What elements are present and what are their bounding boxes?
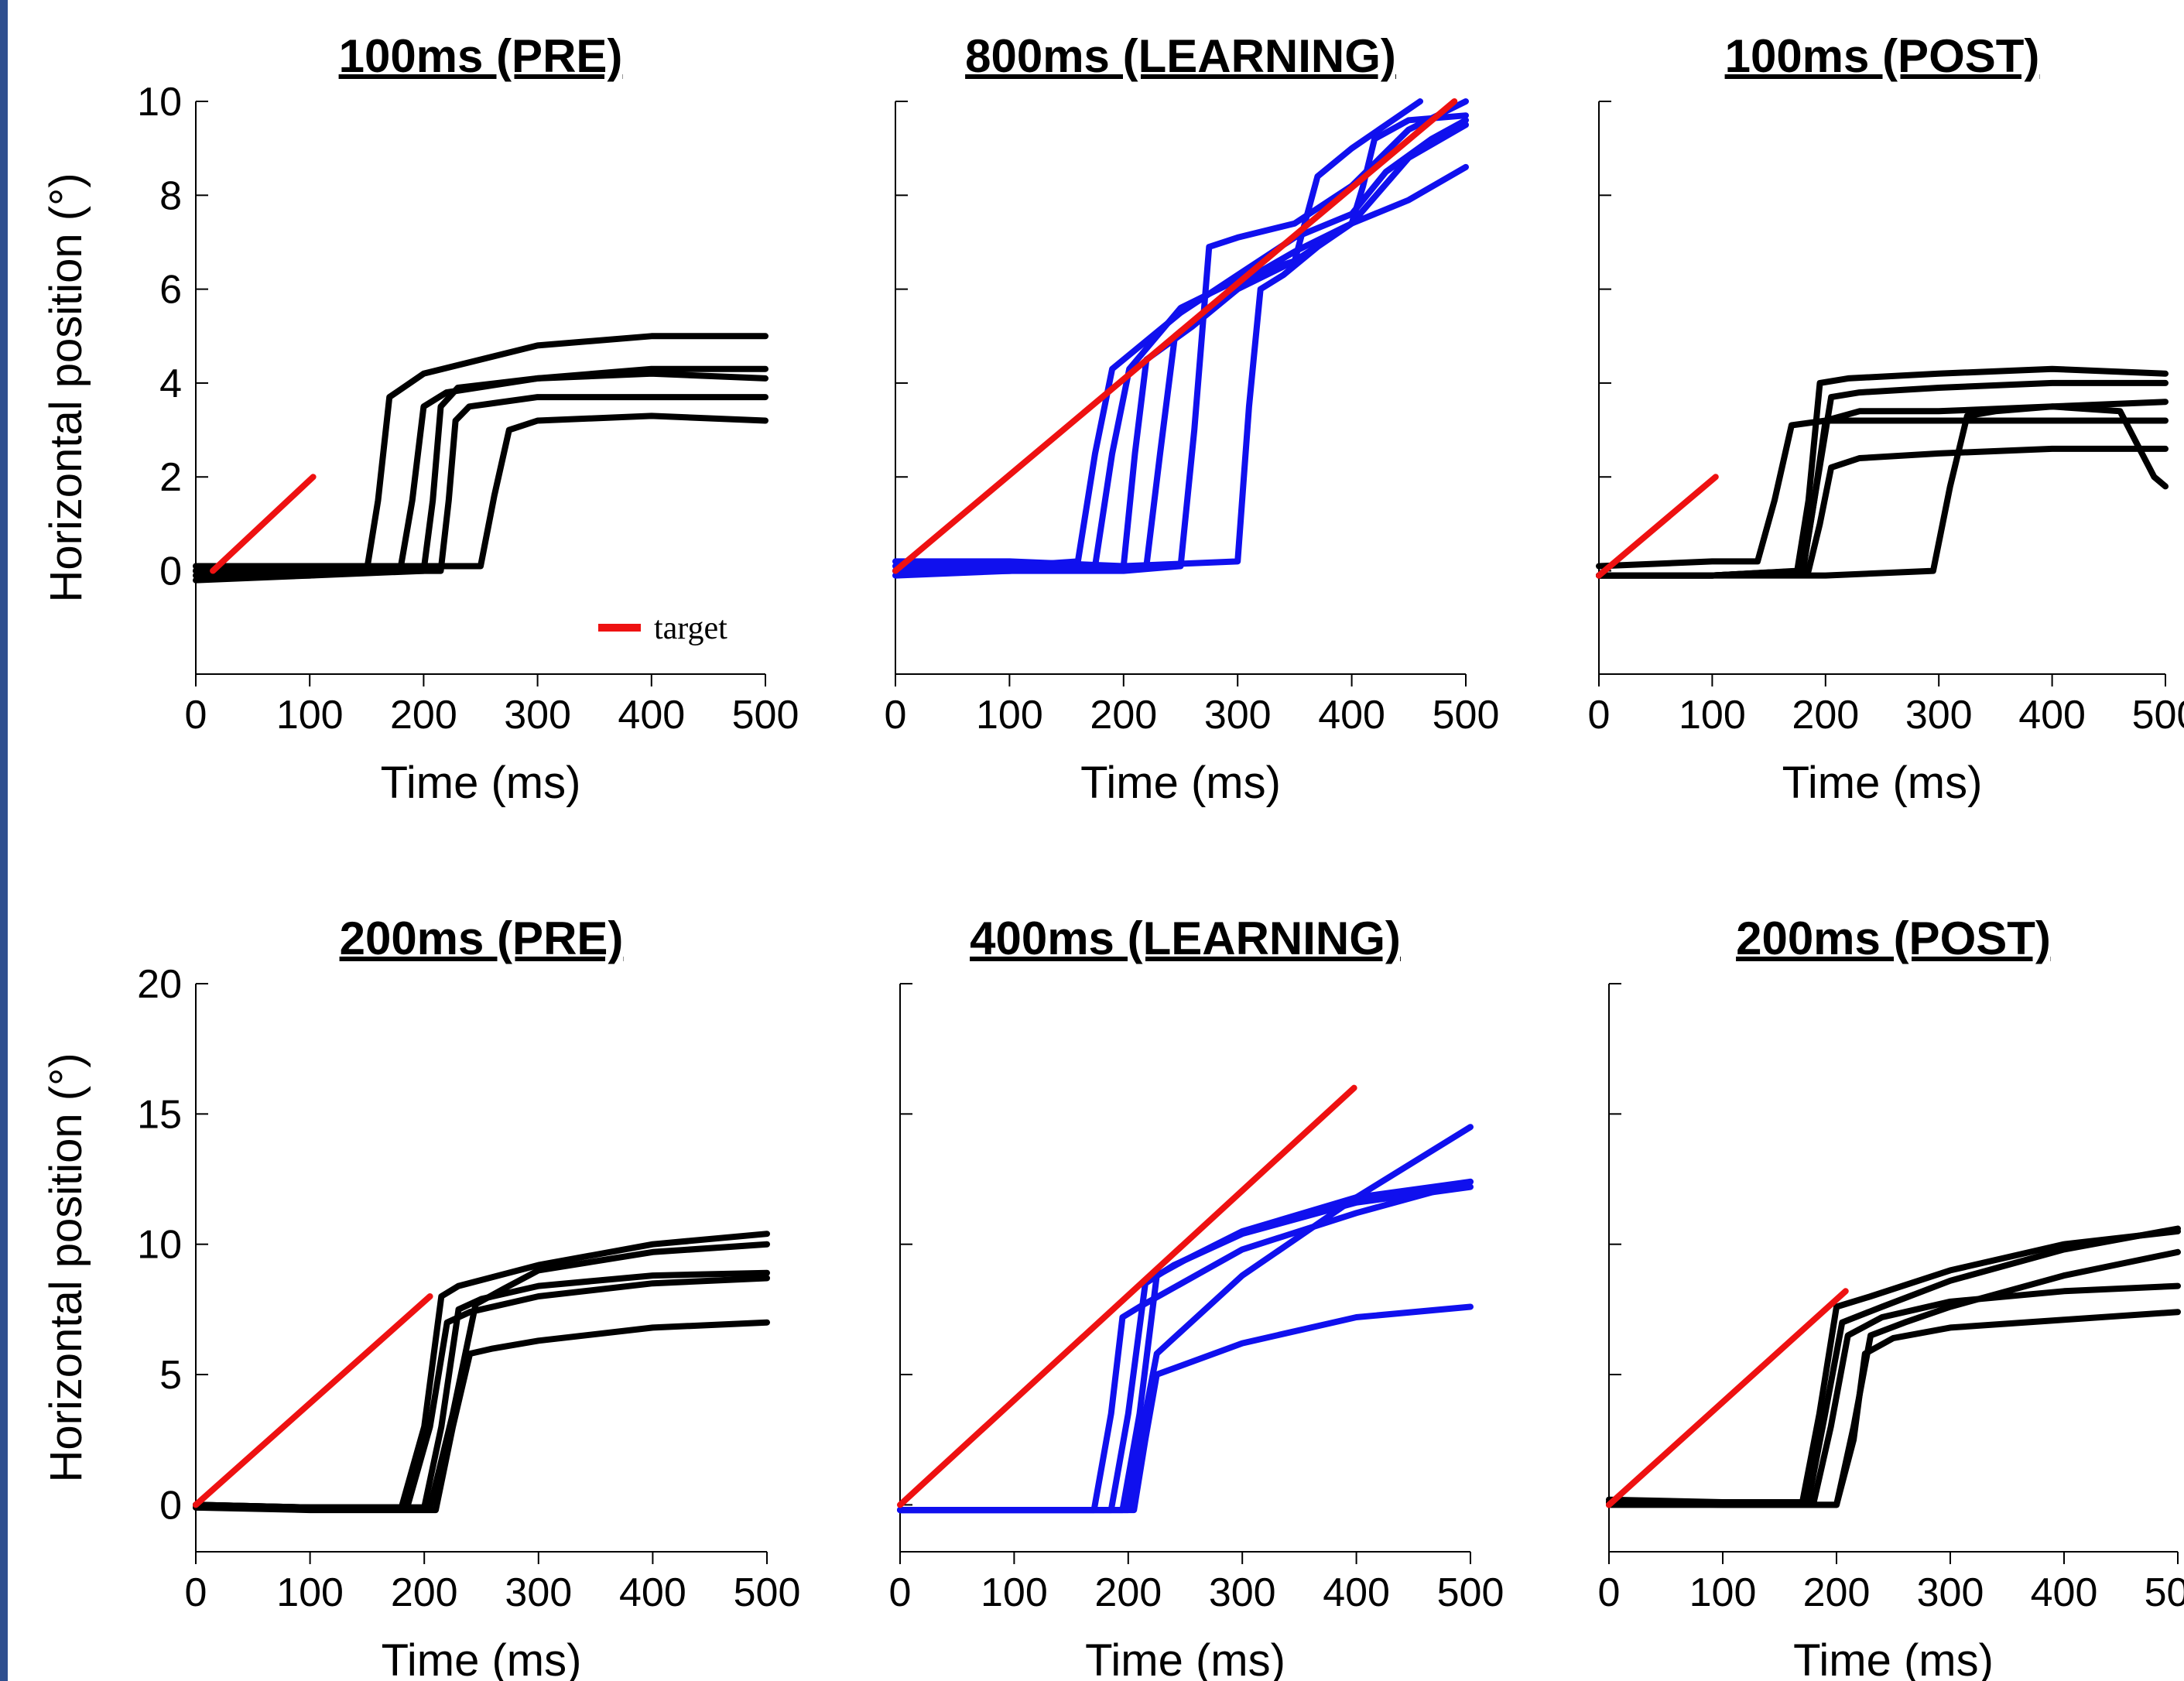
x-tick-label: 300 xyxy=(504,693,571,738)
legend-label-target: target xyxy=(654,611,727,646)
y-tick-label: 2 xyxy=(159,455,182,500)
x-tick-label: 200 xyxy=(1792,693,1859,738)
panel-3: 0 100 200 300 400 500 100ms (POST) Time (ms) xyxy=(1588,30,2184,808)
y-tick-label: 0 xyxy=(159,549,182,594)
trace-line xyxy=(1596,417,2169,570)
trace-line xyxy=(1596,403,2169,579)
x-tick-label: 400 xyxy=(1323,1570,1390,1615)
target-line xyxy=(193,1293,433,1508)
x-tick-label: 500 xyxy=(734,1570,801,1615)
x-tick-label: 300 xyxy=(1209,1570,1276,1615)
x-axis-label: Time (ms) xyxy=(382,1635,582,1681)
x-tick-label: 400 xyxy=(2018,693,2086,738)
trace-line xyxy=(892,98,1423,574)
x-tick-label: 200 xyxy=(1803,1570,1871,1615)
y-axis-label: Horizontal position (°) xyxy=(41,173,91,602)
panel-title: 200ms (PRE) xyxy=(340,912,624,964)
x-tick-label: 0 xyxy=(885,693,907,738)
panel-1: 0 100 200 300 400 500 0 2 4 6 8 10 100ms (PRE) Time (… xyxy=(41,30,799,808)
target-line xyxy=(892,98,1458,574)
x-axis-label: Time (ms) xyxy=(1085,1635,1285,1681)
target-line xyxy=(210,474,317,574)
x-tick-label: 500 xyxy=(2132,693,2184,738)
trace-line xyxy=(1596,365,2169,579)
x-tick-label: 500 xyxy=(1433,693,1500,738)
panel-title: 800ms (LEARNING) xyxy=(965,30,1396,82)
trace-line xyxy=(892,112,1469,579)
y-tick-label: 4 xyxy=(159,361,182,406)
x-tick-label: 0 xyxy=(1598,1570,1621,1615)
x-axis-label: Time (ms) xyxy=(1782,758,1983,808)
trace-line xyxy=(193,1275,770,1511)
x-tick-label: 300 xyxy=(1917,1570,1984,1615)
x-axis-label: Time (ms) xyxy=(1080,758,1281,808)
trace-line xyxy=(897,1124,1474,1514)
x-axis-label: Time (ms) xyxy=(1793,1635,1994,1681)
panel-title: 100ms (PRE) xyxy=(339,30,623,82)
x-tick-label: 200 xyxy=(390,693,457,738)
y-tick-label: 0 xyxy=(159,1483,182,1528)
trace-line xyxy=(897,1178,1474,1514)
x-axis-label: Time (ms) xyxy=(381,758,581,808)
x-tick-label: 0 xyxy=(1588,693,1611,738)
panel-6: 0 100 200 300 400 500 200ms (POST) Time (ms) xyxy=(1598,912,2184,1681)
x-tick-label: 0 xyxy=(889,1570,912,1615)
trace-line xyxy=(1596,399,2169,579)
x-tick-label: 200 xyxy=(1090,693,1157,738)
panel-5: 0 100 200 300 400 500 400ms (LEARNING) Time (ms… xyxy=(889,912,1504,1681)
trace-line xyxy=(897,1178,1474,1514)
panel-4: 0 100 200 300 400 500 0 5 10 15 20 200ms (PRE) Time … xyxy=(41,912,800,1681)
panel-title: 400ms (LEARNING) xyxy=(970,912,1401,964)
x-tick-label: 500 xyxy=(1437,1570,1504,1615)
y-tick-label: 10 xyxy=(137,80,182,125)
x-tick-label: 0 xyxy=(185,693,207,738)
trace-line xyxy=(892,98,1469,574)
panel-2: 0 100 200 300 400 500 800ms (LEARNING) Time (ms… xyxy=(885,30,1500,808)
y-tick-label: 10 xyxy=(137,1223,182,1268)
trace-line xyxy=(892,163,1469,574)
trace-line xyxy=(1606,1309,2181,1508)
x-tick-label: 0 xyxy=(185,1570,207,1615)
target-line xyxy=(1606,1288,1849,1508)
target-line xyxy=(1596,474,1719,579)
x-tick-label: 400 xyxy=(618,693,685,738)
panel-title: 100ms (POST) xyxy=(1725,30,2040,82)
x-tick-label: 100 xyxy=(276,1570,344,1615)
x-tick-label: 300 xyxy=(1905,693,1973,738)
x-tick-label: 100 xyxy=(1679,693,1746,738)
trace-line xyxy=(1596,445,2169,579)
trace-line xyxy=(897,1303,1474,1514)
x-tick-label: 100 xyxy=(1689,1570,1757,1615)
target-line xyxy=(897,1084,1357,1508)
trace-line xyxy=(193,413,769,574)
y-tick-label: 8 xyxy=(159,173,182,218)
x-tick-label: 300 xyxy=(505,1570,572,1615)
x-tick-label: 100 xyxy=(976,693,1043,738)
x-tick-label: 200 xyxy=(391,1570,458,1615)
x-tick-label: 400 xyxy=(1318,693,1385,738)
x-tick-label: 100 xyxy=(981,1570,1048,1615)
x-tick-label: 100 xyxy=(276,693,344,738)
y-tick-label: 15 xyxy=(137,1092,182,1137)
x-tick-label: 400 xyxy=(619,1570,686,1615)
x-tick-label: 300 xyxy=(1204,693,1272,738)
trace-line xyxy=(193,394,769,574)
y-tick-label: 6 xyxy=(159,268,182,313)
x-tick-label: 200 xyxy=(1094,1570,1162,1615)
x-tick-label: 500 xyxy=(2145,1570,2184,1615)
x-tick-label: 400 xyxy=(2031,1570,2098,1615)
figure-left-border xyxy=(0,0,8,1681)
trace-line xyxy=(897,1183,1474,1514)
panel-title: 200ms (POST) xyxy=(1736,912,2051,964)
y-tick-label: 20 xyxy=(137,962,182,1007)
y-tick-label: 5 xyxy=(159,1353,182,1398)
x-tick-label: 500 xyxy=(732,693,799,738)
y-axis-label: Horizontal position (°) xyxy=(41,1053,91,1482)
trace-line xyxy=(193,1319,770,1514)
